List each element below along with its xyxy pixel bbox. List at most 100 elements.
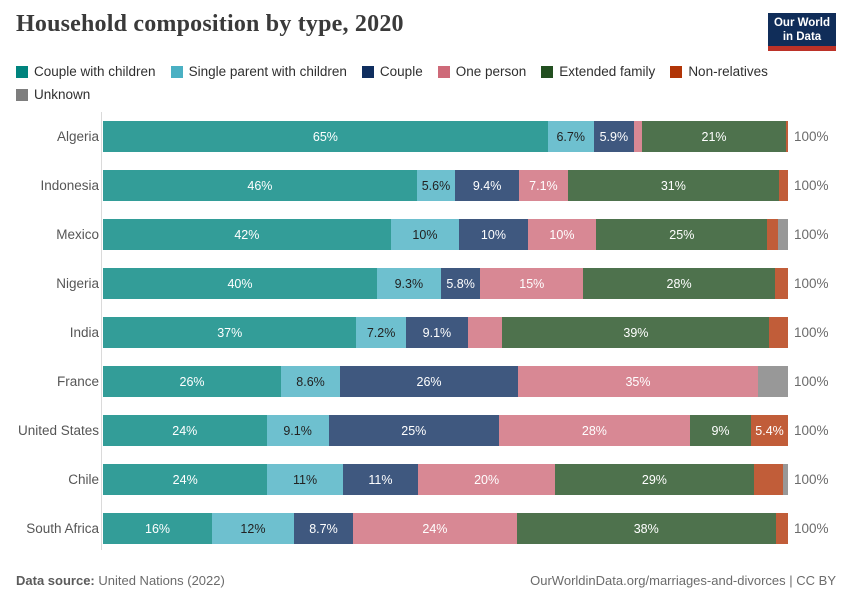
legend-swatch-single-parent-with-children [170,66,183,78]
legend-row-1: Couple with children Single parent with c… [16,64,826,80]
legend-label: Unknown [34,87,91,102]
bar-segment-couple[interactable]: 26% [340,366,519,397]
bar-segment-couple-with-children[interactable]: 26% [103,366,282,397]
bar-stack: 24% 9.1% 25% 28% 9% 5.4% [103,415,788,446]
bar-segment-single-parent-with-children[interactable]: 5.6% [416,170,456,201]
bar-segment-extended-family[interactable]: 25% [596,219,768,250]
bar-segment-extended-family[interactable]: 9% [689,415,752,446]
bar-segment-couple[interactable]: 9.4% [455,170,520,201]
bar-segment-single-parent-with-children[interactable]: 12% [212,513,294,544]
bar-segment-one-person[interactable] [468,317,503,348]
bar-stack: 40% 9.3% 5.8% 15% 28% [103,268,788,299]
bar-segment-extended-family[interactable]: 38% [516,513,776,544]
total-label: 100% [794,129,829,144]
bar-segment-couple-with-children[interactable]: 46% [103,170,417,201]
bar-segment-one-person[interactable]: 24% [353,513,517,544]
bar-segment-one-person[interactable]: 7.1% [519,170,568,201]
country-label: Chile [68,472,99,487]
bar-stack: 42% 10% 10% 10% 25% [103,219,788,250]
legend-label: Single parent with children [188,64,347,79]
bar-segment-couple-with-children[interactable]: 42% [103,219,391,250]
bar-segment-non-relatives[interactable] [767,219,779,250]
bar-segment-extended-family[interactable]: 28% [583,268,775,299]
country-label: United States [17,423,99,438]
bar-segment-non-relatives[interactable] [769,317,788,348]
bar-segment-couple[interactable]: 5.9% [593,121,634,152]
bar-segment-one-person[interactable]: 15% [480,268,584,299]
legend-label: Extended family [559,64,656,79]
data-source-text: United Nations (2022) [94,573,225,588]
total-label: 100% [794,325,829,340]
bar-segment-couple[interactable]: 9.1% [405,317,469,348]
total-label: 100% [794,374,829,389]
bar-segment-extended-family[interactable]: 39% [502,317,770,348]
bar-segment-couple[interactable]: 5.8% [440,268,481,299]
chart-row-south-africa: South Africa 16% 12% 8.7% 24% 38% 100% [0,504,850,553]
bar-segment-couple-with-children[interactable]: 40% [103,268,377,299]
legend-item-one-person: One person [437,64,527,80]
legend-swatch-couple [361,66,374,78]
bar-segment-extended-family[interactable]: 31% [567,170,780,201]
bar-segment-couple-with-children[interactable]: 24% [103,415,267,446]
bar-stack: 16% 12% 8.7% 24% 38% [103,513,788,544]
bar-segment-unknown[interactable] [778,219,788,250]
y-axis-line [101,112,102,550]
legend-item-unknown: Unknown [16,87,90,103]
owid-logo[interactable]: Our World in Data [768,13,836,51]
data-source-label: Data source: [16,573,95,588]
bar-segment-couple[interactable]: 8.7% [293,513,354,544]
chart-rows: Algeria 65% 6.7% 5.9% 21% 100% Indonesia 46% 5.6… [0,112,850,553]
legend-label: One person [455,64,527,79]
bar-segment-single-parent-with-children[interactable]: 9.3% [377,268,441,299]
total-label: 100% [794,227,829,242]
legend-item-non-relatives: Non-relatives [670,64,768,80]
bar-segment-non-relatives[interactable] [779,170,788,201]
bar-segment-extended-family[interactable]: 29% [555,464,754,495]
chart-row-united-states: United States 24% 9.1% 25% 28% 9% 5.4% 100% [0,406,850,455]
footer: Data source: United Nations (2022) OurWo… [16,573,836,588]
bar-segment-couple-with-children[interactable]: 65% [103,121,548,152]
country-label: South Africa [26,521,99,536]
bar-segment-couple[interactable]: 10% [459,219,528,250]
bar-segment-one-person[interactable] [634,121,643,152]
bar-segment-extended-family[interactable]: 21% [642,121,786,152]
bar-segment-one-person[interactable]: 20% [418,464,556,495]
bar-segment-non-relatives[interactable]: 5.4% [751,415,788,446]
bar-segment-single-parent-with-children[interactable]: 10% [390,219,460,250]
legend-swatch-extended-family [541,66,554,78]
bar-segment-single-parent-with-children[interactable]: 9.1% [266,415,329,446]
owid-url-link[interactable]: OurWorldinData.org/marriages-and-divorce… [530,573,836,588]
legend-label: Couple [379,64,423,79]
legend-label: Couple with children [34,64,156,79]
bar-segment-non-relatives[interactable] [785,121,788,152]
bar-segment-couple[interactable]: 25% [328,415,499,446]
bar-segment-single-parent-with-children[interactable]: 11% [267,464,343,495]
bar-segment-single-parent-with-children[interactable]: 6.7% [547,121,594,152]
bar-segment-unknown[interactable] [783,464,788,495]
bar-segment-one-person[interactable]: 28% [498,415,690,446]
bar-segment-unknown[interactable] [757,366,788,397]
bar-segment-non-relatives[interactable] [753,464,784,495]
bar-segment-couple-with-children[interactable]: 24% [103,464,268,495]
total-label: 100% [794,472,829,487]
legend-swatch-non-relatives [670,66,683,78]
bar-segment-non-relatives[interactable] [775,513,788,544]
total-label: 100% [794,423,829,438]
bar-segment-couple[interactable]: 11% [342,464,419,495]
bar-segment-couple-with-children[interactable]: 37% [103,317,357,348]
bar-segment-single-parent-with-children[interactable]: 8.6% [281,366,340,397]
legend-swatch-one-person [437,66,450,78]
bar-segment-non-relatives[interactable] [774,268,788,299]
page-title: Household composition by type, 2020 [16,11,404,37]
bar-segment-single-parent-with-children[interactable]: 7.2% [356,317,406,348]
bar-segment-one-person[interactable]: 35% [518,366,758,397]
bar-segment-couple-with-children[interactable]: 16% [103,513,213,544]
legend-swatch-unknown [16,89,28,101]
bar-segment-one-person[interactable]: 10% [527,219,597,250]
owid-logo-line1: Our World [773,17,830,29]
country-label: India [69,325,99,340]
country-label: Nigeria [56,276,99,291]
bar-stack: 26% 8.6% 26% 35% [103,366,788,397]
country-label: Algeria [56,129,99,144]
